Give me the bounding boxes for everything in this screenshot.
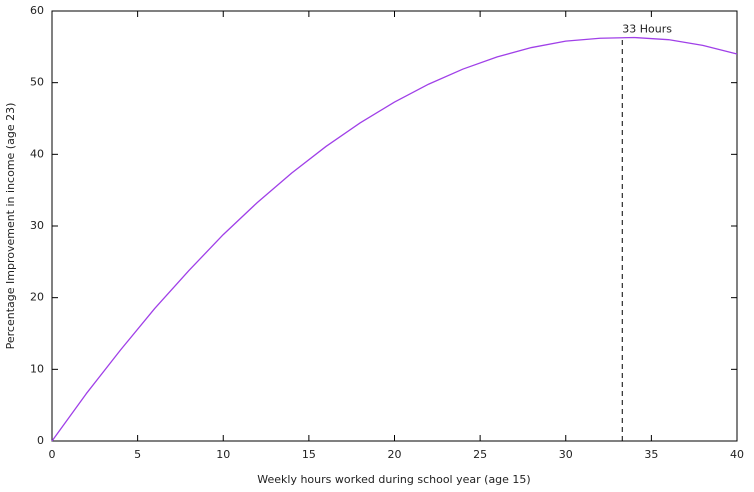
- y-tick-label: 20: [30, 291, 44, 304]
- y-tick-label: 40: [30, 147, 44, 160]
- x-tick-label: 20: [388, 448, 402, 461]
- y-tick-label: 0: [37, 434, 44, 447]
- x-axis-label: Weekly hours worked during school year (…: [257, 473, 530, 486]
- y-tick-label: 10: [30, 362, 44, 375]
- annotation-label: 33 Hours: [622, 23, 672, 36]
- x-tick-label: 25: [473, 448, 487, 461]
- x-tick-label: 30: [559, 448, 573, 461]
- y-tick-label: 60: [30, 4, 44, 17]
- x-tick-label: 15: [302, 448, 316, 461]
- x-tick-label: 0: [49, 448, 56, 461]
- line-series: [51, 36, 738, 442]
- plot-border: [51, 10, 738, 442]
- x-tick-label: 10: [216, 448, 230, 461]
- y-tick-label: 50: [30, 76, 44, 89]
- x-tick-label: 40: [730, 448, 744, 461]
- x-tick-label: 5: [134, 448, 141, 461]
- y-axis-label: Percentage Improvement in income (age 23…: [4, 103, 17, 350]
- x-tick-label: 35: [644, 448, 658, 461]
- y-tick-label: 30: [30, 219, 44, 232]
